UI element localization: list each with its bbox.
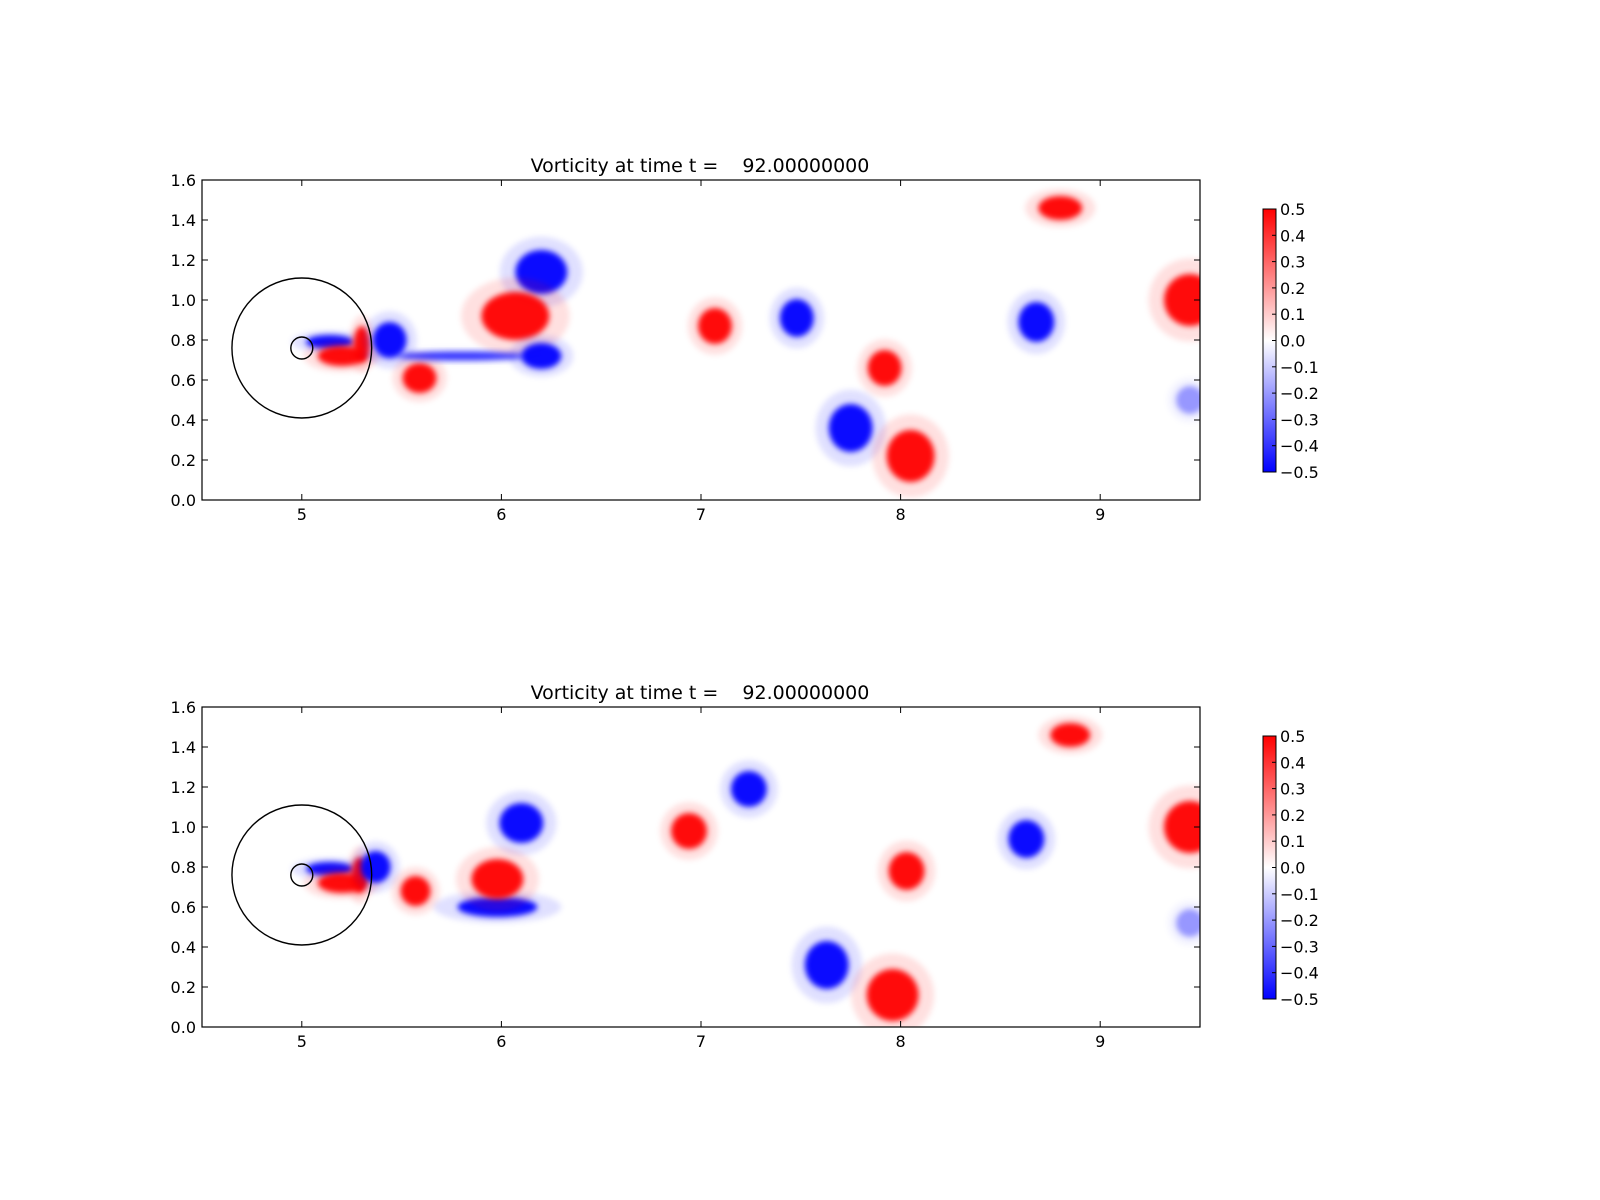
y-tick-label: 1.2 — [171, 778, 196, 797]
vortex-positive — [671, 813, 707, 849]
colorbar-tick-label: −0.3 — [1280, 937, 1319, 956]
panel-top-colorbar-ticks: −0.5 −0.4 −0.3 −0.2 −0.1 0.0 0.1 0.2 0.3 0.4 0.5 — [1272, 200, 1319, 482]
inner-circle — [290, 336, 314, 360]
inner-circle — [290, 863, 314, 887]
colorbar-tick-label: −0.3 — [1280, 410, 1319, 429]
vortex-negative — [1176, 386, 1200, 414]
panel-bottom-colorbar-ticks: −0.5 −0.4 −0.3 −0.2 −0.1 0.0 0.1 0.2 0.3 0.4 0.5 — [1272, 727, 1319, 1009]
y-tick-label: 1.4 — [171, 211, 196, 230]
colorbar-tick-label: 0.3 — [1280, 780, 1305, 799]
colorbar-tick-label: 0.2 — [1280, 279, 1305, 298]
panel-bottom-title: Vorticity at time t = 92.00000000 — [531, 682, 870, 704]
vortex-positive — [1164, 274, 1200, 326]
y-tick-label: 0.6 — [171, 898, 196, 917]
colorbar-tick-label: 0.5 — [1280, 200, 1305, 219]
panel-bottom-cylinder-circles — [231, 804, 373, 946]
vortex-negative — [730, 771, 767, 807]
colorbar-tick-label: 0.1 — [1280, 832, 1305, 851]
x-tick-label: 7 — [696, 1032, 706, 1051]
colorbar-tick-label: 0.5 — [1280, 727, 1305, 746]
vortex-negative — [372, 322, 407, 358]
vortex-positive — [888, 852, 925, 890]
y-tick-label: 1.4 — [171, 738, 196, 757]
vortex-positive — [867, 350, 902, 386]
x-tick-label: 9 — [1095, 1032, 1105, 1051]
y-tick-label: 0.6 — [171, 371, 196, 390]
vortex-positive — [886, 430, 935, 482]
panel-bottom-x-axis: 5 6 7 8 9 — [297, 707, 1105, 1051]
x-tick-label: 7 — [696, 505, 706, 524]
colorbar-tick-label: 0.2 — [1280, 806, 1305, 825]
y-tick-label: 0.4 — [171, 411, 196, 430]
y-tick-label: 0.2 — [171, 451, 196, 470]
x-tick-label: 6 — [496, 505, 506, 524]
panel-top-y-axis: 0.0 0.2 0.4 0.6 0.8 1.0 1.2 1.4 1.6 — [171, 171, 1200, 510]
vortex-negative — [1018, 302, 1055, 342]
vortex-positive — [698, 308, 732, 344]
x-tick-label: 8 — [896, 1032, 906, 1051]
vortex-negative — [521, 343, 562, 369]
y-tick-label: 0.4 — [171, 938, 196, 957]
vortex-positive — [1038, 196, 1083, 220]
panel-top-x-axis: 5 6 7 8 9 — [297, 180, 1105, 524]
colorbar-tick-label: −0.1 — [1280, 358, 1319, 377]
x-tick-label: 5 — [297, 1032, 307, 1051]
colorbar-tick-label: −0.5 — [1280, 990, 1319, 1009]
vortex-negative — [804, 941, 849, 989]
colorbar-tick-label: −0.4 — [1280, 437, 1319, 456]
x-tick-label: 5 — [297, 505, 307, 524]
vortex-negative — [499, 803, 544, 843]
y-tick-label: 1.0 — [171, 291, 196, 310]
colorbar-tick-label: −0.4 — [1280, 964, 1319, 983]
colorbar-tick-label: −0.2 — [1280, 911, 1319, 930]
vortex-negative — [397, 351, 526, 361]
panel-bottom-heatmap — [202, 707, 1200, 1027]
vortex-negative — [1008, 820, 1045, 858]
x-tick-label: 9 — [1095, 505, 1105, 524]
vortex-positive — [400, 876, 431, 906]
vortex-positive — [866, 969, 919, 1021]
y-tick-label: 1.2 — [171, 251, 196, 270]
colorbar-tick-label: 0.0 — [1280, 332, 1305, 351]
colorbar-tick-label: −0.5 — [1280, 463, 1319, 482]
panel-top-title: Vorticity at time t = 92.00000000 — [531, 155, 870, 177]
y-tick-label: 0.0 — [171, 1018, 196, 1037]
vortex-positive — [402, 363, 437, 393]
colorbar-tick-label: 0.0 — [1280, 859, 1305, 878]
vortex-negative — [779, 299, 814, 337]
x-tick-label: 6 — [496, 1032, 506, 1051]
vortex-positive — [1164, 801, 1200, 853]
vortex-positive — [471, 859, 524, 899]
panel-top-heatmap — [202, 180, 1200, 500]
y-tick-label: 0.2 — [171, 978, 196, 997]
y-tick-label: 1.6 — [171, 698, 196, 717]
y-tick-label: 0.8 — [171, 331, 196, 350]
y-tick-label: 0.0 — [171, 491, 196, 510]
vortex-negative — [360, 851, 391, 883]
panel-bottom-y-axis: 0.0 0.2 0.4 0.6 0.8 1.0 1.2 1.4 1.6 — [171, 698, 1200, 1037]
colorbar-tick-label: 0.3 — [1280, 253, 1305, 272]
colorbar-tick-label: 0.1 — [1280, 305, 1305, 324]
y-tick-label: 1.0 — [171, 818, 196, 837]
y-tick-label: 1.6 — [171, 171, 196, 190]
vortex-negative — [1176, 909, 1200, 937]
vortex-negative — [828, 404, 873, 452]
colorbar-tick-label: 0.4 — [1280, 753, 1305, 772]
y-tick-label: 0.8 — [171, 858, 196, 877]
vortex-positive — [1050, 723, 1091, 747]
colorbar-tick-label: −0.1 — [1280, 885, 1319, 904]
panel-top-cylinder-circles — [231, 277, 373, 419]
colorbar-tick-label: 0.4 — [1280, 226, 1305, 245]
colorbar-tick-label: −0.2 — [1280, 384, 1319, 403]
outer-circle — [231, 804, 373, 946]
x-tick-label: 8 — [896, 505, 906, 524]
vortex-positive — [481, 292, 550, 340]
outer-circle — [231, 277, 373, 419]
